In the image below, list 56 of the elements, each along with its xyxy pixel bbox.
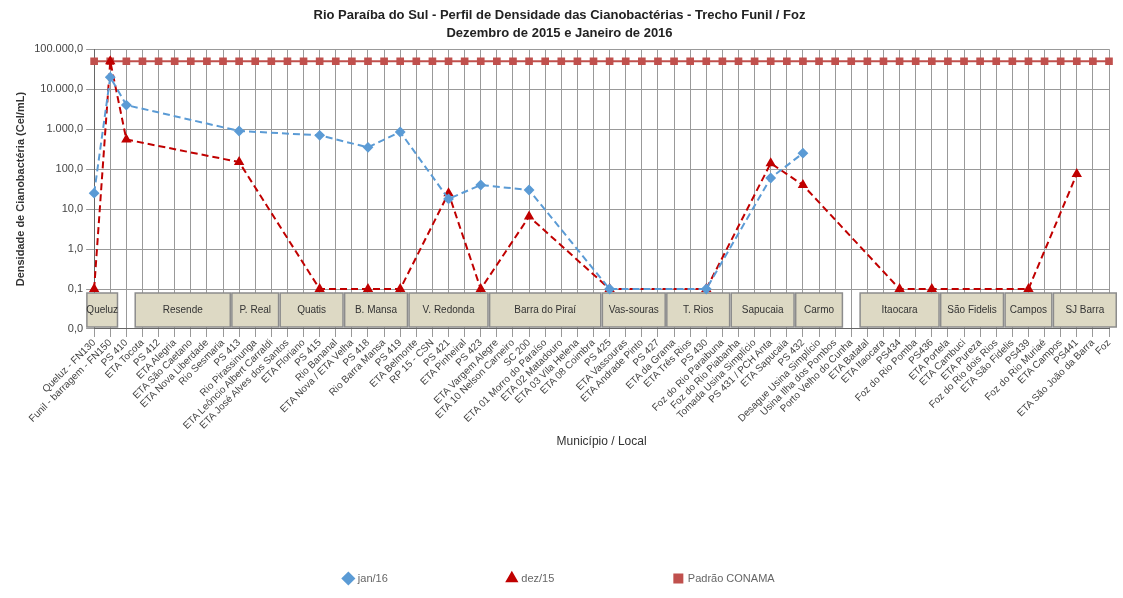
point <box>475 180 486 191</box>
point <box>895 284 905 293</box>
point <box>234 157 244 166</box>
band-label: SJ Barra <box>1065 303 1105 315</box>
band-label: V. Redonda <box>422 303 475 315</box>
band-label: Itaocara <box>881 303 919 315</box>
point <box>89 188 100 199</box>
point <box>443 193 454 204</box>
y-tick-label: 1.000,0 <box>46 122 84 135</box>
legend-label: jan/16 <box>356 571 388 584</box>
point <box>927 284 937 293</box>
band-label: Barra do Piraí <box>514 303 577 315</box>
y-tick-label: 100,0 <box>55 162 84 175</box>
point <box>234 125 245 136</box>
point <box>89 284 99 293</box>
point <box>121 100 132 111</box>
point <box>476 284 486 293</box>
point <box>395 284 405 293</box>
y-tick-label: 1,0 <box>67 242 84 255</box>
point <box>363 284 373 293</box>
band-label: Campos <box>1009 303 1048 315</box>
y-axis-title: Densidade de Cianobactéria (Cel/mL) <box>13 91 26 287</box>
point <box>362 142 373 153</box>
point <box>121 134 131 143</box>
point <box>315 284 325 293</box>
point <box>798 180 808 189</box>
y-tick-label: 100.000,0 <box>34 42 84 55</box>
band-label: Vas-souras <box>608 303 659 315</box>
band-label: Quatis <box>297 303 327 315</box>
band-label: Sapucaia <box>741 303 784 315</box>
chart-title: Rio Paraíba do Sul - Perfil de Densidade das Cianobactérias - Trecho Funil / Foz <box>313 7 806 23</box>
band-label: B. Mansa <box>354 303 398 315</box>
y-tick-label: 10.000,0 <box>40 82 84 95</box>
band-label: T. Rios <box>682 303 714 315</box>
y-tick-label: 10,0 <box>61 202 84 215</box>
legend-label: Padrão CONAMA <box>687 571 776 584</box>
point <box>765 172 776 183</box>
point <box>314 130 325 141</box>
band-label: Queluz <box>86 303 119 315</box>
point <box>524 185 535 196</box>
point <box>797 148 808 159</box>
band-label: São Fidelis <box>947 303 997 315</box>
point <box>105 72 116 83</box>
band-label: Resende <box>162 303 204 315</box>
point <box>1023 284 1033 293</box>
point <box>524 211 534 220</box>
point <box>395 126 406 137</box>
point <box>1072 169 1082 178</box>
chart-subtitle: Dezembro de 2015 e Janeiro de 2016 <box>446 24 673 40</box>
point <box>766 158 776 167</box>
band-label: Carmo <box>804 303 835 315</box>
legend-label: dez/15 <box>521 571 555 584</box>
y-tick-label: 0,1 <box>67 282 84 295</box>
x-axis-title: Município / Local <box>556 434 647 449</box>
y-tick-label: 0,0 <box>67 322 84 335</box>
band-label: P. Real <box>239 303 271 315</box>
